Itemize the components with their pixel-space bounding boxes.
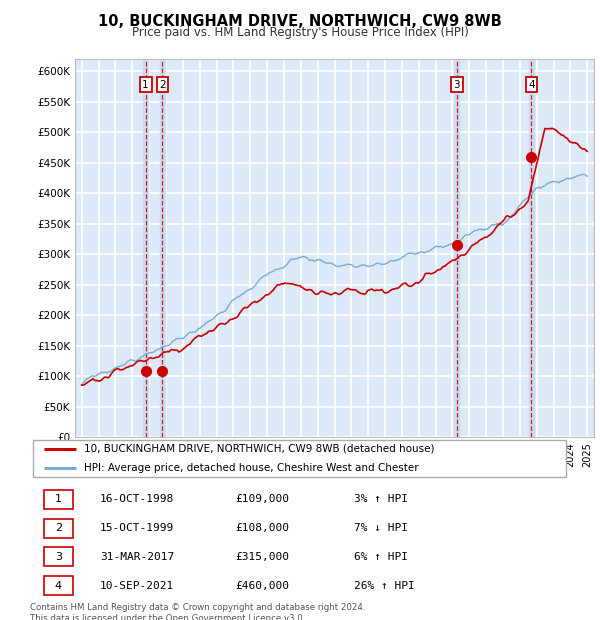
- Text: 15-OCT-1999: 15-OCT-1999: [100, 523, 175, 533]
- Text: 10-SEP-2021: 10-SEP-2021: [100, 581, 175, 591]
- Bar: [529, 59, 534, 437]
- Text: 6% ↑ HPI: 6% ↑ HPI: [354, 552, 408, 562]
- Text: 26% ↑ HPI: 26% ↑ HPI: [354, 581, 415, 591]
- Text: £109,000: £109,000: [235, 494, 289, 504]
- Text: 4: 4: [55, 581, 62, 591]
- Text: 16-OCT-1998: 16-OCT-1998: [100, 494, 175, 504]
- FancyBboxPatch shape: [44, 518, 73, 538]
- FancyBboxPatch shape: [44, 547, 73, 567]
- Text: HPI: Average price, detached house, Cheshire West and Chester: HPI: Average price, detached house, Ches…: [84, 463, 419, 473]
- Text: £108,000: £108,000: [235, 523, 289, 533]
- Text: £460,000: £460,000: [235, 581, 289, 591]
- Text: Contains HM Land Registry data © Crown copyright and database right 2024.
This d: Contains HM Land Registry data © Crown c…: [30, 603, 365, 620]
- Bar: [143, 59, 148, 437]
- Text: 3: 3: [454, 79, 460, 89]
- Text: £315,000: £315,000: [235, 552, 289, 562]
- Text: 2: 2: [55, 523, 62, 533]
- Text: 2: 2: [159, 79, 166, 89]
- Text: 31-MAR-2017: 31-MAR-2017: [100, 552, 175, 562]
- Text: 3: 3: [55, 552, 62, 562]
- Text: 10, BUCKINGHAM DRIVE, NORTHWICH, CW9 8WB (detached house): 10, BUCKINGHAM DRIVE, NORTHWICH, CW9 8WB…: [84, 444, 434, 454]
- Text: 7% ↓ HPI: 7% ↓ HPI: [354, 523, 408, 533]
- Text: 3% ↑ HPI: 3% ↑ HPI: [354, 494, 408, 504]
- Text: 1: 1: [55, 494, 62, 504]
- Text: 4: 4: [528, 79, 535, 89]
- FancyBboxPatch shape: [33, 440, 566, 477]
- Bar: [454, 59, 459, 437]
- Text: 10, BUCKINGHAM DRIVE, NORTHWICH, CW9 8WB: 10, BUCKINGHAM DRIVE, NORTHWICH, CW9 8WB: [98, 14, 502, 29]
- Text: Price paid vs. HM Land Registry's House Price Index (HPI): Price paid vs. HM Land Registry's House …: [131, 26, 469, 39]
- FancyBboxPatch shape: [44, 490, 73, 509]
- Text: 1: 1: [142, 79, 149, 89]
- Bar: [160, 59, 165, 437]
- FancyBboxPatch shape: [44, 576, 73, 595]
